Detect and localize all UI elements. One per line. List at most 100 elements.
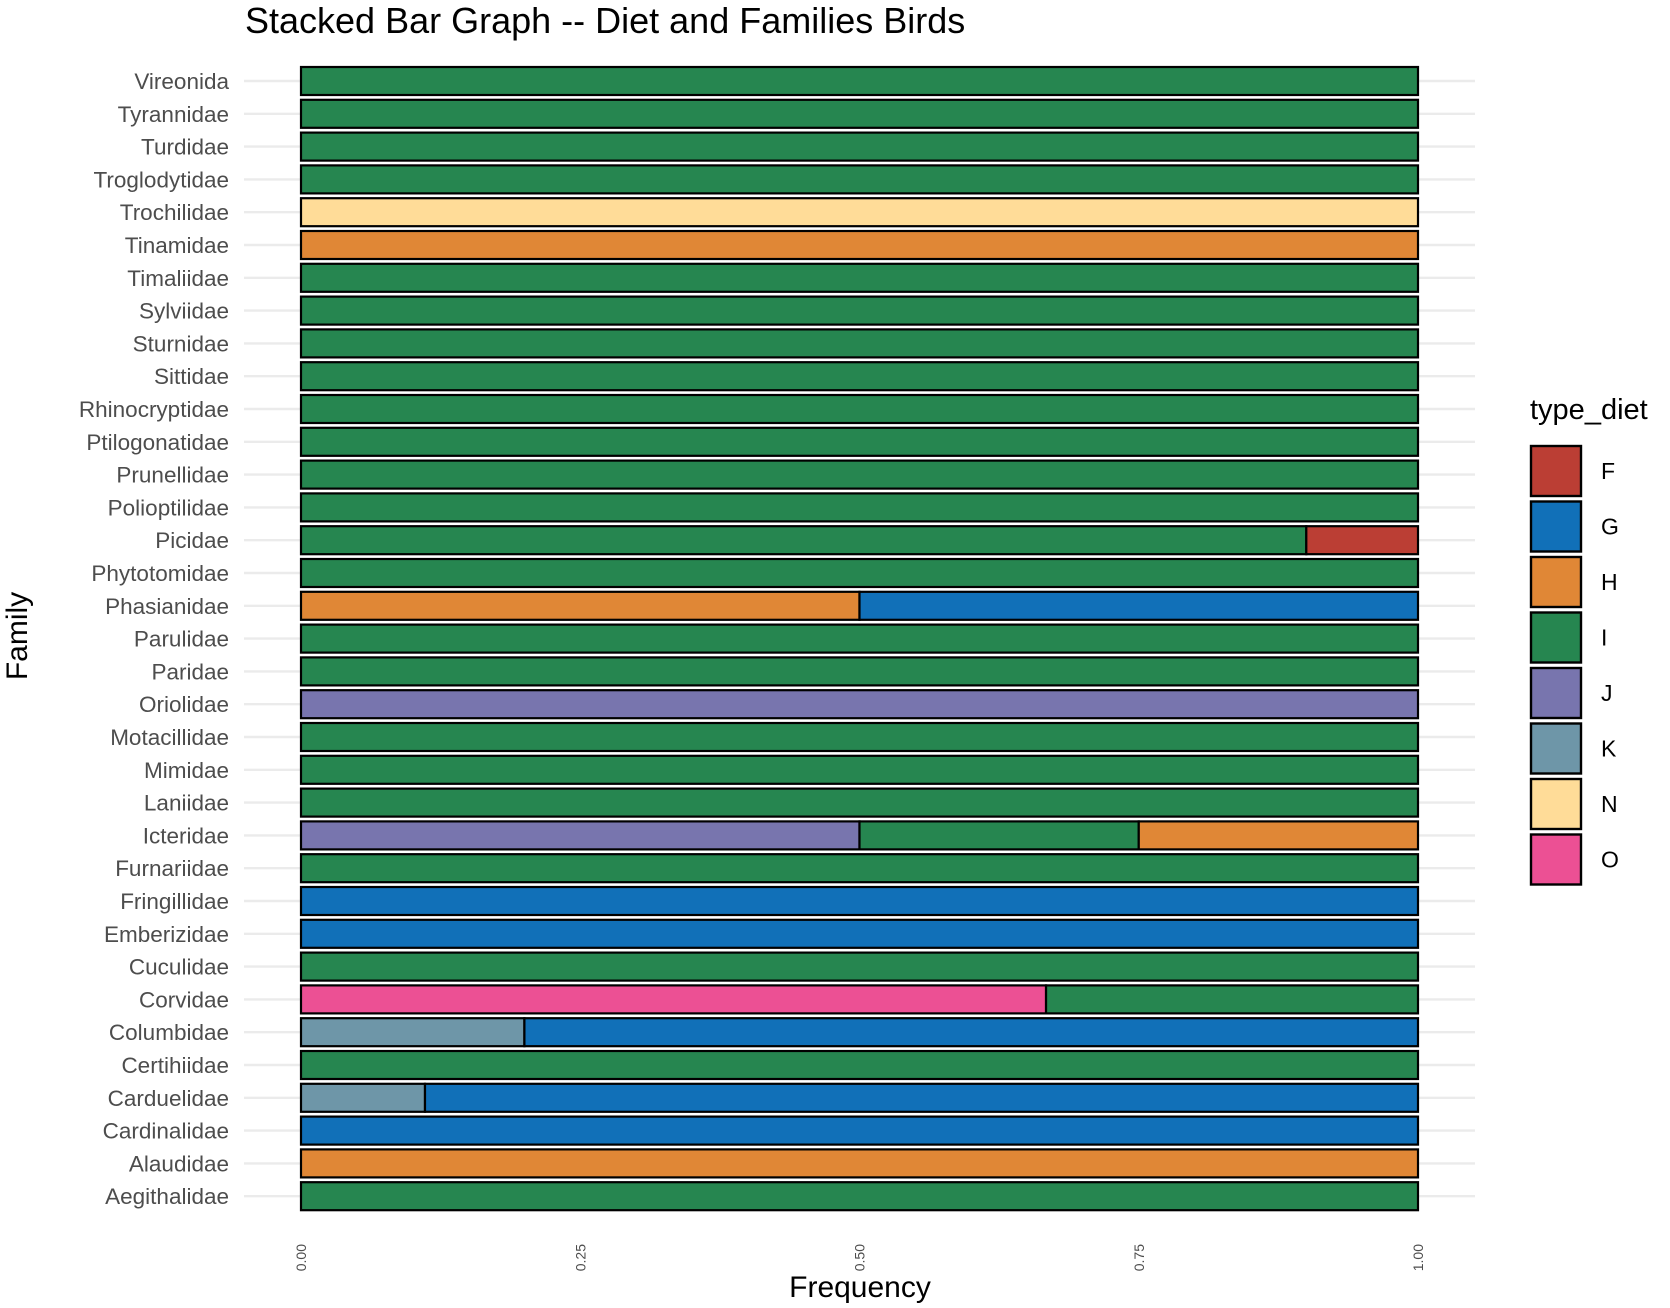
y-tick-label: Parulidae (134, 627, 229, 652)
y-tick-label: Trochilidae (120, 200, 229, 225)
y-tick-label: Paridae (151, 659, 229, 684)
bar-segment (299, 229, 1420, 261)
chart-title: Stacked Bar Graph -- Diet and Families B… (245, 0, 965, 41)
legend-key (1529, 666, 1583, 720)
y-axis-title: Family (1, 592, 34, 680)
y-tick-label: Ptilogonatidae (86, 430, 229, 455)
y-tick-label: Cardinalidae (103, 1119, 229, 1144)
y-tick-label: Certihiidae (121, 1053, 229, 1078)
legend-label: H (1601, 569, 1618, 595)
y-tick-label: Vireonida (134, 69, 229, 94)
y-tick-label: Sittidae (154, 364, 229, 389)
bar-segment (1044, 984, 1420, 1015)
legend-label: K (1601, 736, 1617, 762)
bar-segment (299, 623, 1420, 654)
x-tick-label: 0.25 (572, 1244, 588, 1271)
y-tick-label: Furnariidae (115, 856, 229, 881)
legend-key (1529, 500, 1583, 553)
bar-segment (299, 984, 1048, 1015)
y-tick-label: Oriolidae (139, 692, 229, 717)
y-tick-label: Phytotomidae (91, 561, 229, 586)
y-tick-label: Turdidae (141, 135, 229, 160)
bar-segment (299, 361, 1420, 392)
bar-segment (299, 787, 1420, 818)
y-tick-label: Polioptilidae (108, 495, 229, 520)
bar-segment (858, 820, 1140, 851)
bar-segment (299, 98, 1420, 129)
legend-key (1529, 722, 1583, 775)
legend-label: F (1601, 458, 1615, 484)
bar-segment (299, 131, 1420, 162)
bar-segment (299, 1017, 526, 1048)
y-tick-label: Phasianidae (105, 594, 229, 619)
legend-key (1529, 777, 1583, 831)
y-tick-label: Motacillidae (110, 725, 229, 750)
legend-title: type_diet (1530, 394, 1648, 426)
y-tick-label: Aegithalidae (105, 1184, 229, 1209)
y-tick-labels: Vireonida Tyrannidae Turdidae Troglodytidae… (79, 69, 230, 1209)
bar-segment (299, 853, 1420, 884)
legend-label: I (1601, 625, 1607, 651)
bar-segment (299, 590, 861, 621)
bar-segment (299, 262, 1420, 293)
bar-segment (299, 65, 1420, 97)
y-tick-label: Carduelidae (108, 1086, 229, 1111)
x-tick-label: 0.75 (1131, 1244, 1147, 1271)
bar-segment (299, 1049, 1420, 1081)
y-tick-label: Prunellidae (116, 463, 229, 488)
bar-segment (299, 918, 1420, 949)
bar-segment (299, 1181, 1420, 1212)
x-tick-label: 0.50 (852, 1244, 868, 1271)
legend-label: O (1601, 847, 1619, 873)
x-axis-title: Frequency (789, 1271, 931, 1304)
bar-segment (299, 557, 1420, 589)
bar-segment (299, 951, 1420, 982)
bar-segment (299, 820, 861, 851)
y-tick-label: Sylviidae (139, 299, 229, 324)
bar-segment (299, 721, 1420, 753)
y-tick-label: Mimidae (144, 758, 229, 783)
y-tick-label: Sturnidae (133, 331, 229, 356)
y-tick-label: Tyrannidae (118, 102, 229, 127)
bar-segment (1305, 525, 1420, 556)
legend-key (1529, 833, 1583, 886)
bar-segment (299, 525, 1308, 556)
legend-label: G (1601, 514, 1619, 540)
y-tick-label: Corvidae (139, 987, 229, 1012)
legend-key (1529, 444, 1583, 498)
y-tick-label: Troglodytidae (94, 167, 230, 192)
y-tick-label: Columbidae (109, 1020, 229, 1045)
bar-segment (299, 295, 1420, 326)
bar-segment (1137, 820, 1420, 851)
bar-segment (299, 1148, 1420, 1179)
y-tick-label: Icteridae (143, 823, 229, 848)
bar-segment (423, 1082, 1420, 1113)
bar-segment (299, 164, 1420, 195)
bar-segment (299, 1115, 1420, 1146)
legend-key (1529, 555, 1583, 609)
bar-segment (299, 1082, 427, 1113)
x-tick-label: 0.00 (293, 1244, 309, 1271)
bar-segment (858, 590, 1420, 621)
bar-segment (299, 426, 1420, 457)
bar-segment (299, 328, 1420, 359)
x-tick-label: 1.00 (1410, 1244, 1426, 1271)
bar-segment (523, 1017, 1420, 1048)
legend-label: J (1601, 680, 1613, 706)
legend-key (1529, 611, 1583, 664)
bar-segment (299, 885, 1420, 917)
legend: type_diet F G H I J K N O (1529, 394, 1648, 886)
bar-segment (299, 689, 1420, 720)
y-tick-label: Fringillidae (120, 889, 229, 914)
y-tick-label: Rhinocryptidae (79, 397, 229, 422)
y-tick-label: Picidae (155, 528, 229, 553)
legend-label: N (1601, 791, 1618, 817)
y-tick-label: Tinamidae (125, 233, 229, 258)
bars (299, 65, 1420, 1212)
y-tick-label: Alaudidae (129, 1151, 229, 1176)
bar-segment (299, 754, 1420, 785)
y-tick-label: Cuculidae (129, 955, 229, 980)
bar-segment (299, 656, 1420, 687)
y-tick-label: Laniidae (144, 791, 229, 816)
